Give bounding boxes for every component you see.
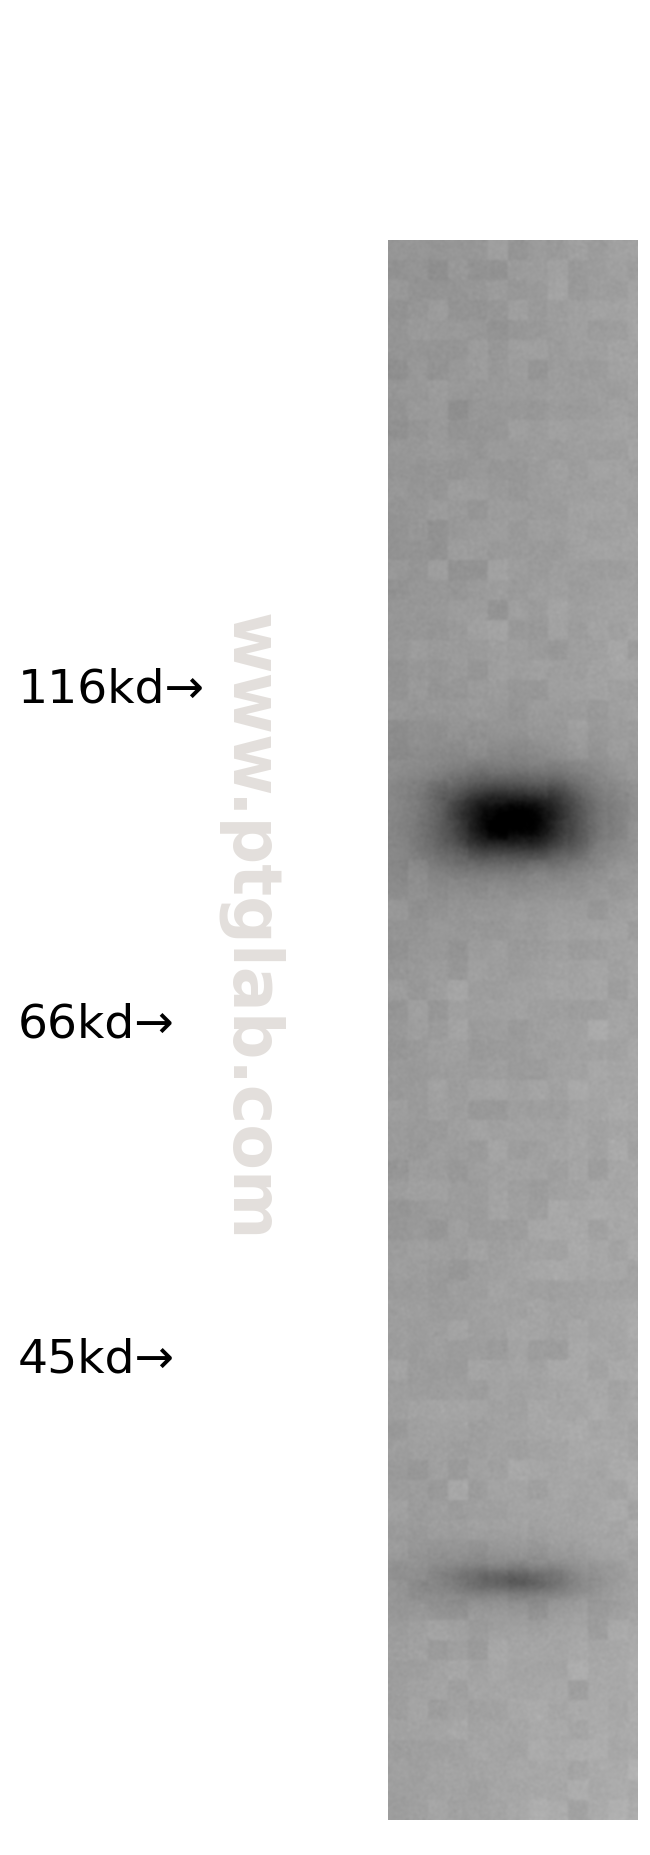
Text: 66kd→: 66kd→ bbox=[18, 1002, 175, 1048]
Text: 116kd→: 116kd→ bbox=[18, 668, 205, 712]
Text: 45kd→: 45kd→ bbox=[18, 1337, 175, 1382]
Text: www.ptglab.com: www.ptglab.com bbox=[216, 614, 283, 1241]
